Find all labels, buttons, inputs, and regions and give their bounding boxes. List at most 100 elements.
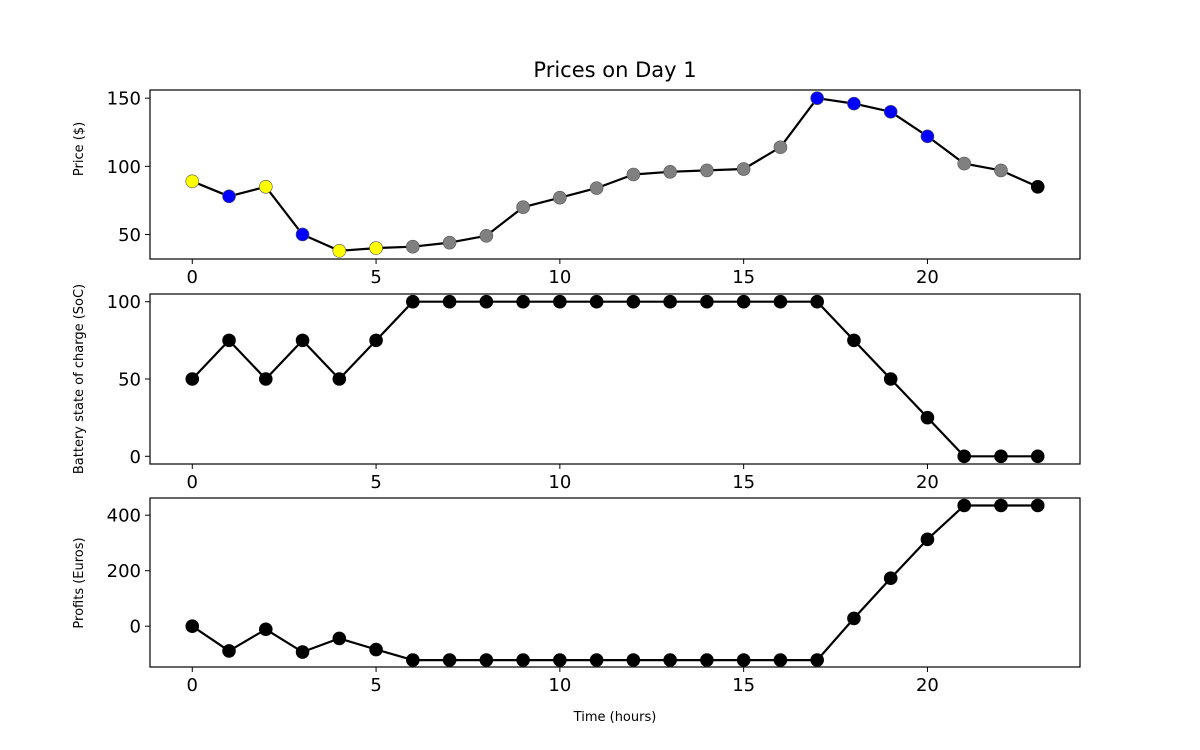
data-point xyxy=(332,372,347,386)
data-point xyxy=(994,498,1008,513)
data-point xyxy=(736,294,751,309)
data-point xyxy=(920,129,935,144)
data-point xyxy=(295,227,310,242)
data-point xyxy=(847,333,861,348)
data-point xyxy=(222,189,236,204)
data-point xyxy=(957,449,972,464)
data-point xyxy=(773,653,788,667)
data-point xyxy=(332,244,347,258)
data-point xyxy=(479,294,494,309)
data-point xyxy=(883,571,898,585)
y-tick-label: 50 xyxy=(118,225,141,246)
x-tick-label: 20 xyxy=(916,267,939,288)
x-tick-label: 5 xyxy=(370,472,381,493)
x-tick-label: 0 xyxy=(187,472,198,493)
data-point xyxy=(442,235,457,250)
data-point xyxy=(516,294,530,309)
data-point xyxy=(589,294,604,309)
data-point xyxy=(773,140,788,155)
data-point xyxy=(994,449,1008,464)
y-tick-label: 400 xyxy=(107,506,141,527)
data-point xyxy=(810,294,824,309)
data-point xyxy=(810,653,824,667)
data-point xyxy=(516,653,530,667)
data-point xyxy=(369,333,383,348)
data-point xyxy=(185,619,200,634)
y-axis-label: Profits (Euros) xyxy=(72,537,87,628)
x-tick-label: 10 xyxy=(548,267,571,288)
series-line xyxy=(191,97,1039,252)
data-point xyxy=(920,532,935,547)
data-point xyxy=(589,653,604,667)
data-point xyxy=(773,294,788,309)
x-tick-label: 20 xyxy=(916,472,939,493)
data-point xyxy=(222,644,236,658)
y-tick-label: 100 xyxy=(107,292,141,313)
data-point xyxy=(553,294,567,309)
data-point xyxy=(332,631,347,646)
data-point xyxy=(516,200,530,215)
x-tick-label: 15 xyxy=(732,267,755,288)
data-point xyxy=(736,653,751,667)
x-tick-label: 10 xyxy=(548,472,571,493)
data-point xyxy=(222,333,236,348)
data-point xyxy=(700,294,714,309)
x-axis-label: Time (hours) xyxy=(573,710,657,725)
data-point xyxy=(957,498,972,513)
data-point xyxy=(258,179,273,194)
data-point xyxy=(406,294,420,309)
data-point xyxy=(663,294,677,309)
x-tick-label: 15 xyxy=(732,472,755,493)
data-point xyxy=(553,190,567,205)
x-tick-label: 5 xyxy=(370,675,381,696)
y-tick-label: 150 xyxy=(107,89,141,110)
axes-frame xyxy=(149,497,1081,668)
data-point xyxy=(883,372,898,386)
data-point xyxy=(1030,498,1045,513)
y-tick-label: 0 xyxy=(130,617,141,638)
data-point xyxy=(957,156,972,171)
y-tick-label: 50 xyxy=(118,370,141,391)
y-tick-label: 0 xyxy=(130,447,141,468)
data-point xyxy=(626,653,641,667)
data-point xyxy=(626,167,641,182)
x-tick-label: 0 xyxy=(187,267,198,288)
data-point xyxy=(406,653,420,667)
x-tick-label: 10 xyxy=(548,675,571,696)
data-point xyxy=(847,96,861,111)
axes-frame xyxy=(149,293,1081,465)
y-axis-label: Battery state of charge (SoC) xyxy=(72,284,87,474)
data-point xyxy=(442,294,457,309)
y-axis-label: Price ($) xyxy=(72,122,87,176)
x-tick-label: 5 xyxy=(370,267,381,288)
data-point xyxy=(736,162,751,176)
axes-frame xyxy=(149,89,1081,260)
data-point xyxy=(589,181,604,195)
data-point xyxy=(258,622,273,637)
x-tick-label: 15 xyxy=(732,675,755,696)
data-point xyxy=(553,653,567,667)
data-point xyxy=(479,653,494,667)
data-point xyxy=(185,174,200,189)
soc-panel: Battery state of charge (SoC) 0 5 10 15 20 0 5… xyxy=(72,284,1081,493)
data-point xyxy=(847,611,861,626)
data-point xyxy=(442,653,457,667)
data-point xyxy=(295,645,310,659)
data-point xyxy=(479,229,494,243)
data-point xyxy=(994,163,1008,178)
data-point xyxy=(700,653,714,667)
series-line xyxy=(191,300,1038,458)
price-panel: Price ($) 0 5 10 15 20 50 100 150 xyxy=(72,89,1081,288)
data-point xyxy=(1030,449,1045,464)
data-point xyxy=(369,241,383,255)
data-point xyxy=(883,105,898,119)
data-point xyxy=(1030,179,1045,194)
data-point xyxy=(663,653,677,667)
y-tick-label: 200 xyxy=(107,561,141,582)
data-point xyxy=(920,410,935,425)
data-point xyxy=(700,163,714,178)
data-point xyxy=(258,372,273,386)
data-point xyxy=(185,372,200,386)
